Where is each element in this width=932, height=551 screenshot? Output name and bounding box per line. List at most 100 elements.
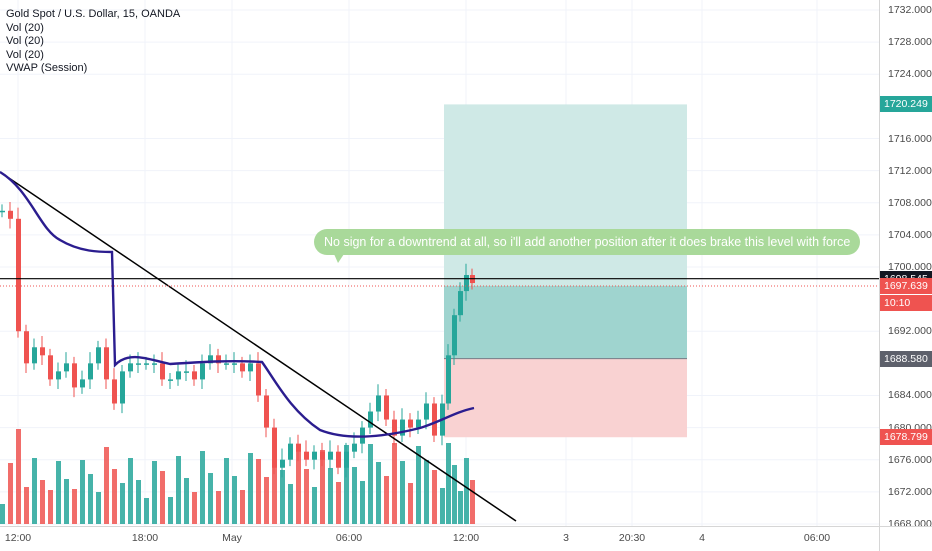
candle-body [144,363,149,365]
volume-bar [24,487,29,524]
volume-bar [80,460,85,524]
volume-bar [136,480,141,524]
candle-body [8,210,13,219]
candle-body [240,363,245,372]
volume-bar [336,482,341,524]
volume-bar [424,460,429,524]
price-tick-label: 1716.000 [888,132,932,145]
candle-body [408,419,413,428]
candle-body [288,443,293,460]
volume-bar [384,476,389,524]
volume-bar [328,468,333,524]
candle-body [392,419,397,436]
price-tick-label: 1724.000 [888,68,932,81]
volume-bar [104,447,109,524]
volume-bar [128,458,133,524]
chart-legend: Gold Spot / U.S. Dollar, 15, OANDA Vol (… [6,8,180,76]
price-tag: 10:10 [880,295,932,312]
volume-bar [464,458,469,524]
time-tick-label: 3 [563,532,569,544]
vwap-line [0,170,475,438]
candle-body [464,275,469,292]
volume-bar [392,443,397,524]
volume-bar [216,491,221,524]
candle-body [256,363,261,396]
candle-body [0,210,5,213]
time-tick-label: 18:00 [131,532,159,544]
time-tick-label: 06:00 [335,532,363,544]
volume-bar [288,484,293,524]
candle-body [376,395,381,412]
volume-bar [40,480,45,524]
time-axis[interactable]: 12:00 18:00 May 06:00 12:00 3 20:30 4 06:00 [0,526,879,551]
volume-bar [272,436,277,524]
indicator-vol-3[interactable]: Vol (20) [6,48,44,61]
candle-body [208,355,213,364]
downtrend-line [0,171,517,522]
axis-corner [879,526,932,551]
volume-bar [16,429,21,524]
price-tick-label: 1700.000 [888,260,932,273]
price-tick-label: 1712.000 [888,164,932,177]
loss-zone [444,358,687,438]
candle-body [416,419,421,428]
long-position-tool[interactable] [444,104,687,438]
volume-bar [144,498,149,524]
price-plot[interactable] [0,0,879,526]
volume-bar [176,456,181,524]
candle-body [40,347,45,356]
grid-lines [0,0,879,526]
volume-bar [208,473,213,524]
volume-bar [446,443,451,524]
candle-body [400,419,405,436]
candle-body [458,291,463,316]
candle-body [446,355,451,404]
price-tick-label: 1684.000 [888,389,932,402]
candle-body [112,379,117,404]
drawn-lines[interactable] [0,170,879,522]
candle-body [216,355,221,364]
price-tick-label: 1732.000 [888,4,932,17]
candle-body [368,411,373,428]
volume-bar [432,470,437,524]
price-tag: 1697.639 [880,277,932,294]
candle-body [24,331,29,364]
price-tick-label: 1676.000 [888,453,932,466]
candle-body [136,363,141,365]
candle-body [264,395,269,428]
volume-bar [48,490,53,524]
indicator-vol-2[interactable]: Vol (20) [6,35,44,47]
time-tick-label: 20:30 [618,532,646,544]
candle-body [120,371,125,404]
candle-body [152,363,157,365]
symbol-title[interactable]: Gold Spot / U.S. Dollar, 15, OANDA [6,8,181,20]
candle-body [320,451,325,460]
candle-body [384,395,389,420]
candle-body [304,451,309,460]
volume-bar [452,465,457,524]
candle-body [224,363,229,365]
candle-body [232,363,237,365]
volume-bar [8,463,13,524]
volume-bar [192,492,197,524]
volume-bar [232,476,237,524]
price-tag: 1720.249 [880,96,932,113]
time-tick-label: May [222,532,242,544]
indicator-vol-1[interactable]: Vol (20) [6,21,44,34]
volume-bar [280,470,285,524]
volume-bar [184,478,189,524]
volume-bar [376,462,381,524]
volume-bar [240,490,245,524]
candle-body [176,371,181,380]
candle-body [432,403,437,436]
indicator-vwap[interactable]: VWAP (Session) [6,62,88,74]
volume-bar [152,461,157,524]
annotation-callout[interactable]: No sign for a downtrend at all, so i'll … [314,229,861,255]
candle-body [312,451,317,460]
candle-body [344,451,349,468]
volume-bar [160,471,165,524]
volume-bar [112,469,117,524]
candle-body [328,451,333,460]
candle-body [248,363,253,372]
